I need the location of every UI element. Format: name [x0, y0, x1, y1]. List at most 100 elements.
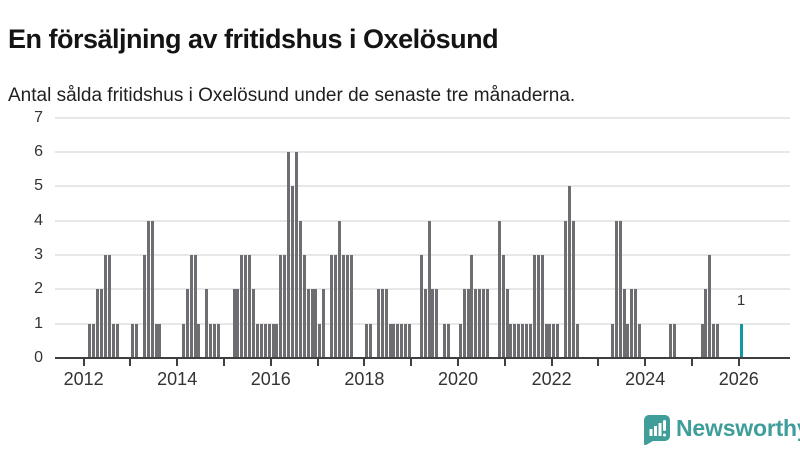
bar	[497, 220, 501, 358]
bar	[431, 289, 435, 358]
x-axis-label-2014: 2014	[157, 369, 198, 389]
x-axis-tick-2018	[363, 359, 366, 366]
bar	[205, 289, 209, 358]
bar	[673, 323, 677, 358]
bar	[708, 254, 712, 358]
bar	[213, 323, 216, 358]
bar	[240, 254, 244, 358]
y-axis-label-0: 0	[34, 349, 43, 366]
bar	[185, 289, 189, 358]
bar	[626, 323, 630, 358]
bar	[404, 323, 408, 358]
x-axis-tick-2015	[223, 359, 225, 366]
bar	[146, 220, 150, 358]
bar	[552, 323, 556, 358]
x-axis-tick-2012	[82, 359, 85, 366]
bar	[474, 289, 478, 358]
bar	[349, 254, 353, 358]
bar	[486, 289, 489, 358]
bar	[392, 323, 396, 358]
x-axis-label-2022: 2022	[531, 369, 572, 389]
bar	[614, 220, 618, 358]
bar	[96, 289, 99, 358]
bar	[232, 289, 236, 358]
y-axis-label-4: 4	[34, 211, 43, 229]
bar	[107, 254, 111, 358]
bar	[189, 254, 193, 358]
bar	[111, 323, 115, 358]
x-axis-tick-2022	[550, 359, 553, 366]
bar	[248, 254, 252, 358]
y-axis-label-2: 2	[34, 280, 43, 298]
bar	[505, 289, 509, 358]
bar	[314, 289, 318, 358]
x-axis-label-2026: 2026	[718, 369, 759, 389]
bar	[255, 323, 259, 358]
bar	[99, 289, 103, 358]
bar	[618, 220, 622, 358]
x-axis-label-2016: 2016	[250, 369, 291, 389]
bar	[462, 289, 466, 358]
bar	[380, 289, 384, 358]
bar	[396, 323, 400, 358]
bar	[517, 323, 521, 358]
bar	[318, 323, 322, 358]
bar	[322, 289, 326, 358]
x-axis-label-2020: 2020	[437, 369, 479, 389]
x-axis-tick-2014	[176, 359, 179, 366]
bar	[423, 289, 427, 358]
bar	[279, 254, 283, 358]
chart-subtitle: Antal sålda fritidshus i Oxelösund under…	[8, 85, 576, 106]
bar	[341, 254, 345, 358]
bar	[158, 323, 162, 358]
bar	[302, 254, 306, 358]
bar	[154, 323, 158, 358]
bar	[712, 323, 716, 358]
y-axis-label-1: 1	[34, 314, 43, 332]
bar	[622, 289, 626, 358]
bar	[700, 323, 704, 358]
bar	[365, 323, 369, 358]
bar-highlight-latest	[739, 323, 743, 358]
bar	[306, 289, 310, 358]
x-axis-tick-2023	[597, 359, 600, 366]
bar	[369, 323, 372, 358]
bar	[252, 289, 255, 358]
bar	[544, 323, 548, 358]
bar	[337, 220, 341, 358]
last-value-label: 1	[736, 292, 746, 309]
bar	[501, 254, 505, 358]
bar	[236, 289, 240, 358]
bar	[556, 323, 560, 358]
x-axis-tick-2016	[269, 359, 272, 366]
bar	[540, 254, 544, 358]
bar	[521, 323, 525, 358]
bar	[193, 254, 197, 358]
bar	[263, 323, 267, 358]
bar	[532, 254, 536, 358]
bar	[92, 323, 96, 358]
gridline-y5	[55, 185, 790, 188]
bar	[669, 323, 673, 358]
bar	[287, 151, 291, 358]
gridline-y6	[55, 150, 790, 153]
newsworthy-logo: Newsworthy	[643, 413, 800, 445]
x-axis-tick-2026	[737, 359, 740, 366]
bar	[376, 289, 380, 358]
bar	[716, 323, 720, 358]
x-axis-line	[55, 357, 790, 359]
bar	[536, 254, 540, 358]
bar	[115, 323, 119, 358]
y-axis-label-6: 6	[34, 142, 43, 160]
bar	[330, 254, 333, 358]
y-axis-label-3: 3	[34, 245, 43, 263]
bar	[291, 186, 294, 359]
bar	[298, 220, 302, 358]
bar	[267, 323, 271, 358]
bar	[419, 254, 423, 358]
bar	[408, 323, 411, 358]
y-axis-label-5: 5	[34, 177, 43, 195]
x-axis-tick-2017	[316, 359, 319, 366]
bar	[283, 254, 287, 358]
